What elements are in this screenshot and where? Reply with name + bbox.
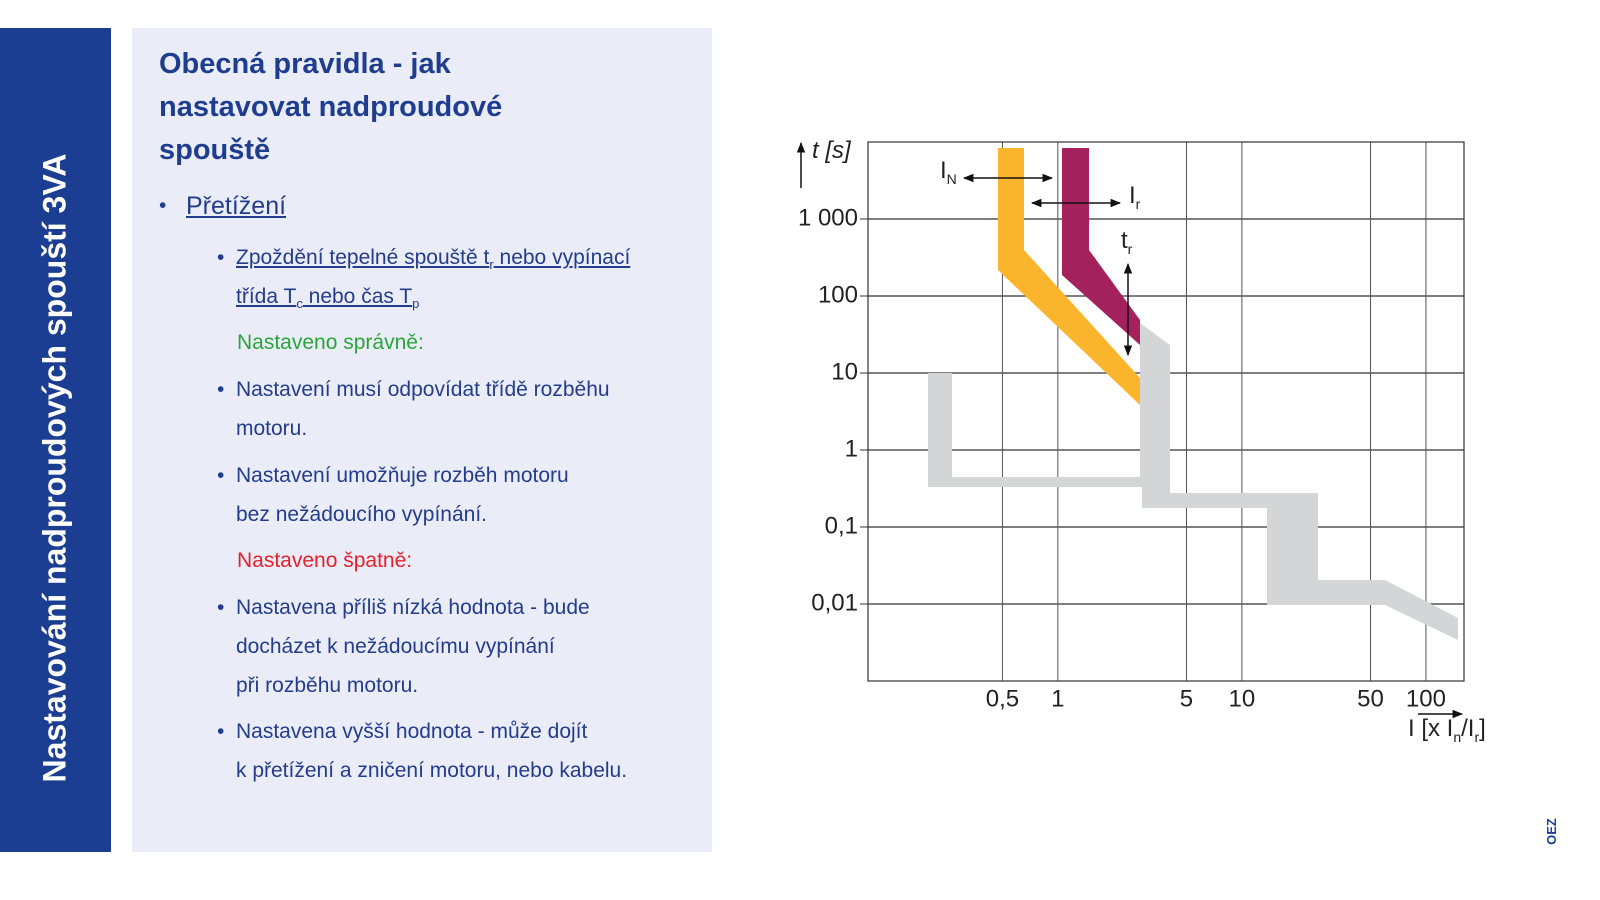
y-tick-label: 0,1 xyxy=(825,512,858,539)
item-line: Zpoždění tepelné spouště tr nebo vypínac… xyxy=(236,246,630,272)
heading-line: spouště xyxy=(159,134,271,166)
x-tick-label: 10 xyxy=(1229,685,1256,712)
x-tick-label: 1 xyxy=(1051,685,1064,712)
x-tick-label: 100 xyxy=(1406,685,1446,712)
item-line: třída Tc nebo čas Tp xyxy=(236,285,419,311)
subscript: r xyxy=(1136,196,1141,212)
subscript: p xyxy=(412,296,420,312)
x-axis-label: I [x In/Ir] xyxy=(1408,715,1486,744)
text: Zpoždění tepelné spouště t xyxy=(236,246,490,269)
subscript: c xyxy=(296,296,303,312)
text: nebo čas T xyxy=(302,285,413,308)
subscript: r xyxy=(489,257,494,273)
bullet: • xyxy=(217,246,225,269)
bullet: • xyxy=(217,378,225,401)
item-line: Nastavení umožňuje rozběh motoru xyxy=(236,464,569,488)
orange-band xyxy=(998,148,1140,405)
gray-band xyxy=(928,323,1458,640)
text: při rozběhu motoru. xyxy=(236,674,419,697)
plot-frame xyxy=(867,141,1465,682)
text: k přetížení a zničení motoru, nebo kabel… xyxy=(236,759,628,782)
subscript: n xyxy=(1453,729,1461,745)
text: I xyxy=(940,157,947,184)
bullet: • xyxy=(217,596,225,619)
text: /I xyxy=(1461,715,1474,742)
text: t [s] xyxy=(812,137,852,164)
annotation: tr xyxy=(1121,227,1133,256)
subscript: N xyxy=(947,171,957,187)
x-tick-label: 50 xyxy=(1357,685,1384,712)
text: ] xyxy=(1479,715,1486,742)
y-tick-label: 1 xyxy=(845,435,858,462)
text: nebo vypínací xyxy=(493,246,631,269)
text: I [x I xyxy=(1408,715,1453,742)
sidebar: Nastavování nadproudových spouští 3VA xyxy=(0,28,111,852)
item-line: Nastavení musí odpovídat třídě rozběhu xyxy=(236,378,610,402)
text: docházet k nežádoucímu vypínání xyxy=(236,635,555,658)
x-tick-label: 0,5 xyxy=(986,685,1019,712)
text: Nastavena příliš nízká hodnota - bude xyxy=(236,596,590,619)
item-line: při rozběhu motoru. xyxy=(236,674,418,698)
heading-line: Obecná pravidla - jak xyxy=(159,48,451,80)
item-line: docházet k nežádoucímu vypínání xyxy=(236,635,555,659)
text: bez nežádoucího vypínání. xyxy=(236,503,488,526)
annotation: IN xyxy=(940,157,957,186)
text: Nastavení musí odpovídat třídě rozběhu xyxy=(236,378,610,401)
text: Nastavena vyšší hodnota - může dojít xyxy=(236,720,588,743)
x-tick-label: 5 xyxy=(1180,685,1193,712)
bullet: • xyxy=(159,194,167,217)
item-line: k přetížení a zničení motoru, nebo kabel… xyxy=(236,759,627,783)
heading-line: nastavovat nadproudové xyxy=(159,91,503,123)
text: třída T xyxy=(236,285,297,308)
note-wrong: Nastaveno špatně: xyxy=(237,549,413,572)
item-line: Nastavena vyšší hodnota - může dojít xyxy=(236,720,587,744)
item-line: Nastavena příliš nízká hodnota - bude xyxy=(236,596,590,620)
logo: OEZ xyxy=(1543,818,1559,845)
annotation: Ir xyxy=(1129,182,1141,211)
text: I xyxy=(1129,182,1136,209)
bullet: • xyxy=(217,720,225,743)
y-axis-label: t [s] xyxy=(812,137,852,164)
text: Nastavení umožňuje rozběh motoru xyxy=(236,464,569,487)
y-tick-label: 100 xyxy=(818,281,858,308)
subscript: r xyxy=(1474,729,1479,745)
item-line: bez nežádoucího vypínání. xyxy=(236,503,487,527)
item-line: motoru. xyxy=(236,417,307,441)
note-correct: Nastaveno správně: xyxy=(237,331,424,354)
text: t xyxy=(1121,227,1128,254)
y-tick-label: 1 000 xyxy=(798,204,858,231)
subscript: r xyxy=(1128,241,1133,257)
bullet: • xyxy=(217,464,225,487)
y-tick-label: 10 xyxy=(831,358,858,385)
section-title: Přetížení xyxy=(186,192,287,220)
purple-band xyxy=(1062,148,1140,345)
text-panel: Obecná pravidla - jak nastavovat nadproud… xyxy=(132,28,712,852)
text: motoru. xyxy=(236,417,308,440)
y-tick-label: 0,01 xyxy=(811,589,858,616)
